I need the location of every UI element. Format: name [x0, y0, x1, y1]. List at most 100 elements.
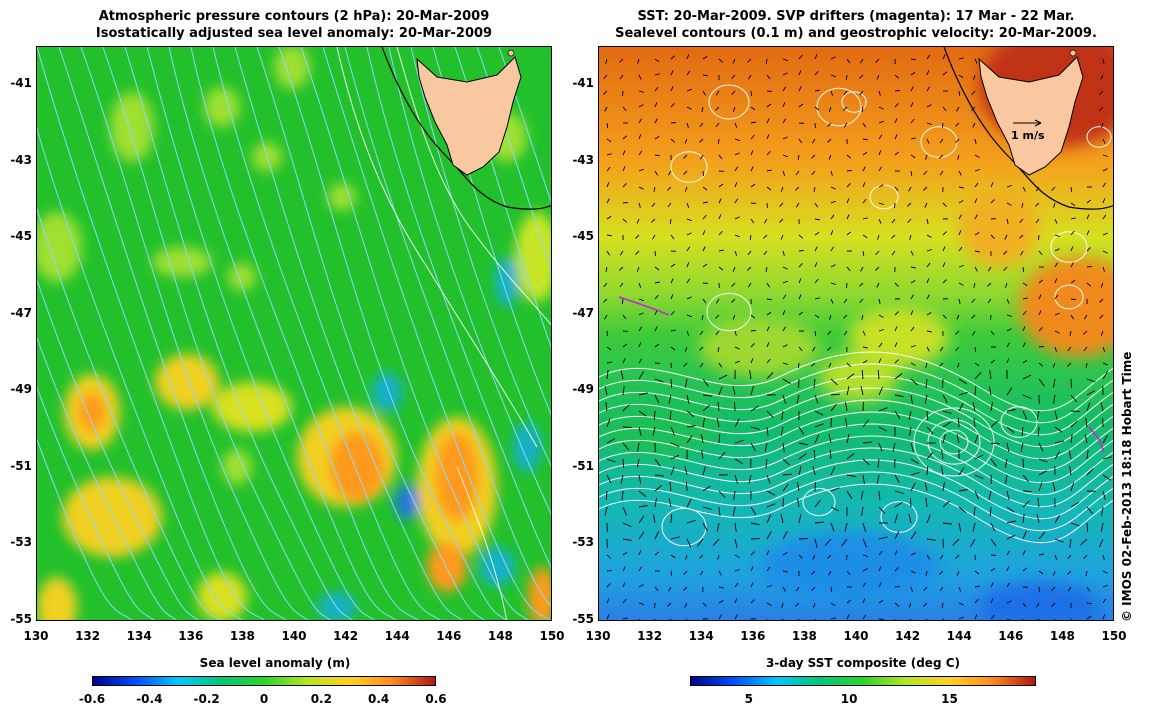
- velocity-arrow: [846, 614, 850, 620]
- velocity-arrow: [939, 554, 944, 560]
- sst-map[interactable]: 1 m/s: [598, 46, 1114, 621]
- velocity-arrow: [925, 570, 928, 576]
- velocity-arrow: [894, 151, 900, 156]
- velocity-arrow: [1052, 570, 1056, 576]
- velocity-arrow: [842, 314, 848, 319]
- velocity-arrow: [731, 298, 736, 303]
- pressure-contour-line: [454, 47, 551, 349]
- velocity-arrow: [654, 135, 660, 140]
- velocity-arrow: [941, 602, 944, 608]
- velocity-arrow: [717, 402, 720, 412]
- velocity-arrow: [1006, 520, 1016, 524]
- velocity-arrow: [620, 474, 624, 484]
- velocity-arrow: [958, 246, 963, 252]
- velocity-arrow: [635, 234, 640, 239]
- velocity-arrow: [637, 58, 640, 64]
- velocity-arrow: [749, 370, 752, 380]
- velocity-arrow: [894, 186, 899, 192]
- velocity-arrow: [974, 385, 977, 396]
- velocity-arrow: [750, 202, 757, 204]
- velocity-arrow: [846, 386, 850, 396]
- velocity-arrow: [750, 166, 754, 172]
- velocity-arrow: [894, 394, 904, 398]
- velocity-arrow: [814, 423, 824, 428]
- velocity-arrow: [1054, 410, 1058, 420]
- velocity-arrow: [1005, 474, 1008, 484]
- lat-tick-label: -51: [10, 458, 32, 473]
- velocity-arrow: [942, 618, 945, 620]
- velocity-arrow: [782, 86, 787, 92]
- velocity-arrow: [955, 138, 960, 143]
- velocity-arrow: [734, 152, 740, 156]
- velocity-arrow: [669, 618, 672, 620]
- velocity-arrow: [732, 506, 736, 516]
- velocity-arrow: [958, 214, 962, 220]
- velocity-arrow: [604, 314, 608, 320]
- velocity-arrow: [734, 474, 739, 484]
- velocity-arrow: [1102, 138, 1106, 144]
- velocity-arrow: [782, 473, 793, 476]
- velocity-arrow: [942, 500, 951, 508]
- velocity-arrow: [925, 618, 928, 620]
- velocity-arrow: [875, 58, 880, 63]
- velocity-arrow: [878, 566, 882, 572]
- velocity-arrow: [668, 394, 672, 404]
- velocity-arrow: [830, 74, 836, 78]
- velocity-arrow: [798, 54, 803, 60]
- velocity-arrow: [814, 106, 820, 111]
- velocity-arrow: [686, 262, 690, 268]
- velocity-arrow: [684, 186, 688, 192]
- velocity-arrow: [798, 362, 800, 369]
- velocity-arrow: [974, 232, 980, 236]
- velocity-arrow: [766, 326, 770, 332]
- sea-level-anomaly-map[interactable]: [36, 46, 552, 621]
- velocity-arrow: [926, 330, 932, 333]
- velocity-arrow: [798, 70, 802, 76]
- velocity-arrow: [926, 410, 929, 421]
- velocity-arrow: [1082, 330, 1088, 335]
- velocity-arrow: [605, 402, 608, 412]
- velocity-arrow: [878, 134, 883, 140]
- velocity-arrow: [622, 106, 627, 112]
- velocity-arrow: [955, 346, 960, 352]
- velocity-arrow: [878, 329, 884, 332]
- velocity-arrow: [638, 312, 644, 316]
- velocity-arrow: [683, 170, 688, 175]
- velocity-arrow: [686, 410, 695, 418]
- velocity-arrow: [766, 151, 771, 156]
- velocity-arrow: [670, 311, 675, 316]
- velocity-arrow: [973, 418, 976, 428]
- velocity-arrow: [811, 586, 816, 592]
- velocity-arrow: [1006, 358, 1010, 364]
- velocity-arrow: [683, 586, 688, 591]
- velocity-arrow: [606, 215, 612, 220]
- velocity-arrow: [750, 582, 754, 588]
- velocity-arrow: [670, 378, 673, 389]
- velocity-arrow: [603, 282, 608, 288]
- velocity-arrow: [670, 103, 675, 108]
- velocity-arrow: [686, 218, 692, 222]
- velocity-arrow: [1100, 74, 1104, 80]
- velocity-arrow: [603, 90, 608, 95]
- velocity-arrow: [654, 73, 660, 76]
- velocity-arrow: [958, 200, 964, 204]
- lon-tick-label: 146: [998, 629, 1024, 643]
- sea-level-contour-line: [599, 447, 1113, 508]
- velocity-arrow: [942, 434, 946, 444]
- velocity-arrow: [796, 498, 800, 508]
- pressure-contour-line: [212, 47, 441, 620]
- velocity-arrow: [782, 118, 787, 124]
- velocity-arrow: [1054, 312, 1060, 316]
- velocity-arrow: [782, 586, 786, 592]
- velocity-arrow: [654, 586, 659, 592]
- velocity-arrow: [910, 552, 916, 556]
- velocity-arrow: [942, 522, 952, 525]
- pressure-contour-line: [124, 47, 354, 620]
- velocity-arrow: [734, 250, 738, 256]
- velocity-arrow: [1022, 326, 1026, 332]
- velocity-arrow: [990, 359, 996, 364]
- velocity-arrow: [638, 602, 644, 605]
- velocity-arrow: [990, 314, 992, 321]
- velocity-arrow: [782, 326, 786, 332]
- velocity-arrow: [958, 602, 964, 606]
